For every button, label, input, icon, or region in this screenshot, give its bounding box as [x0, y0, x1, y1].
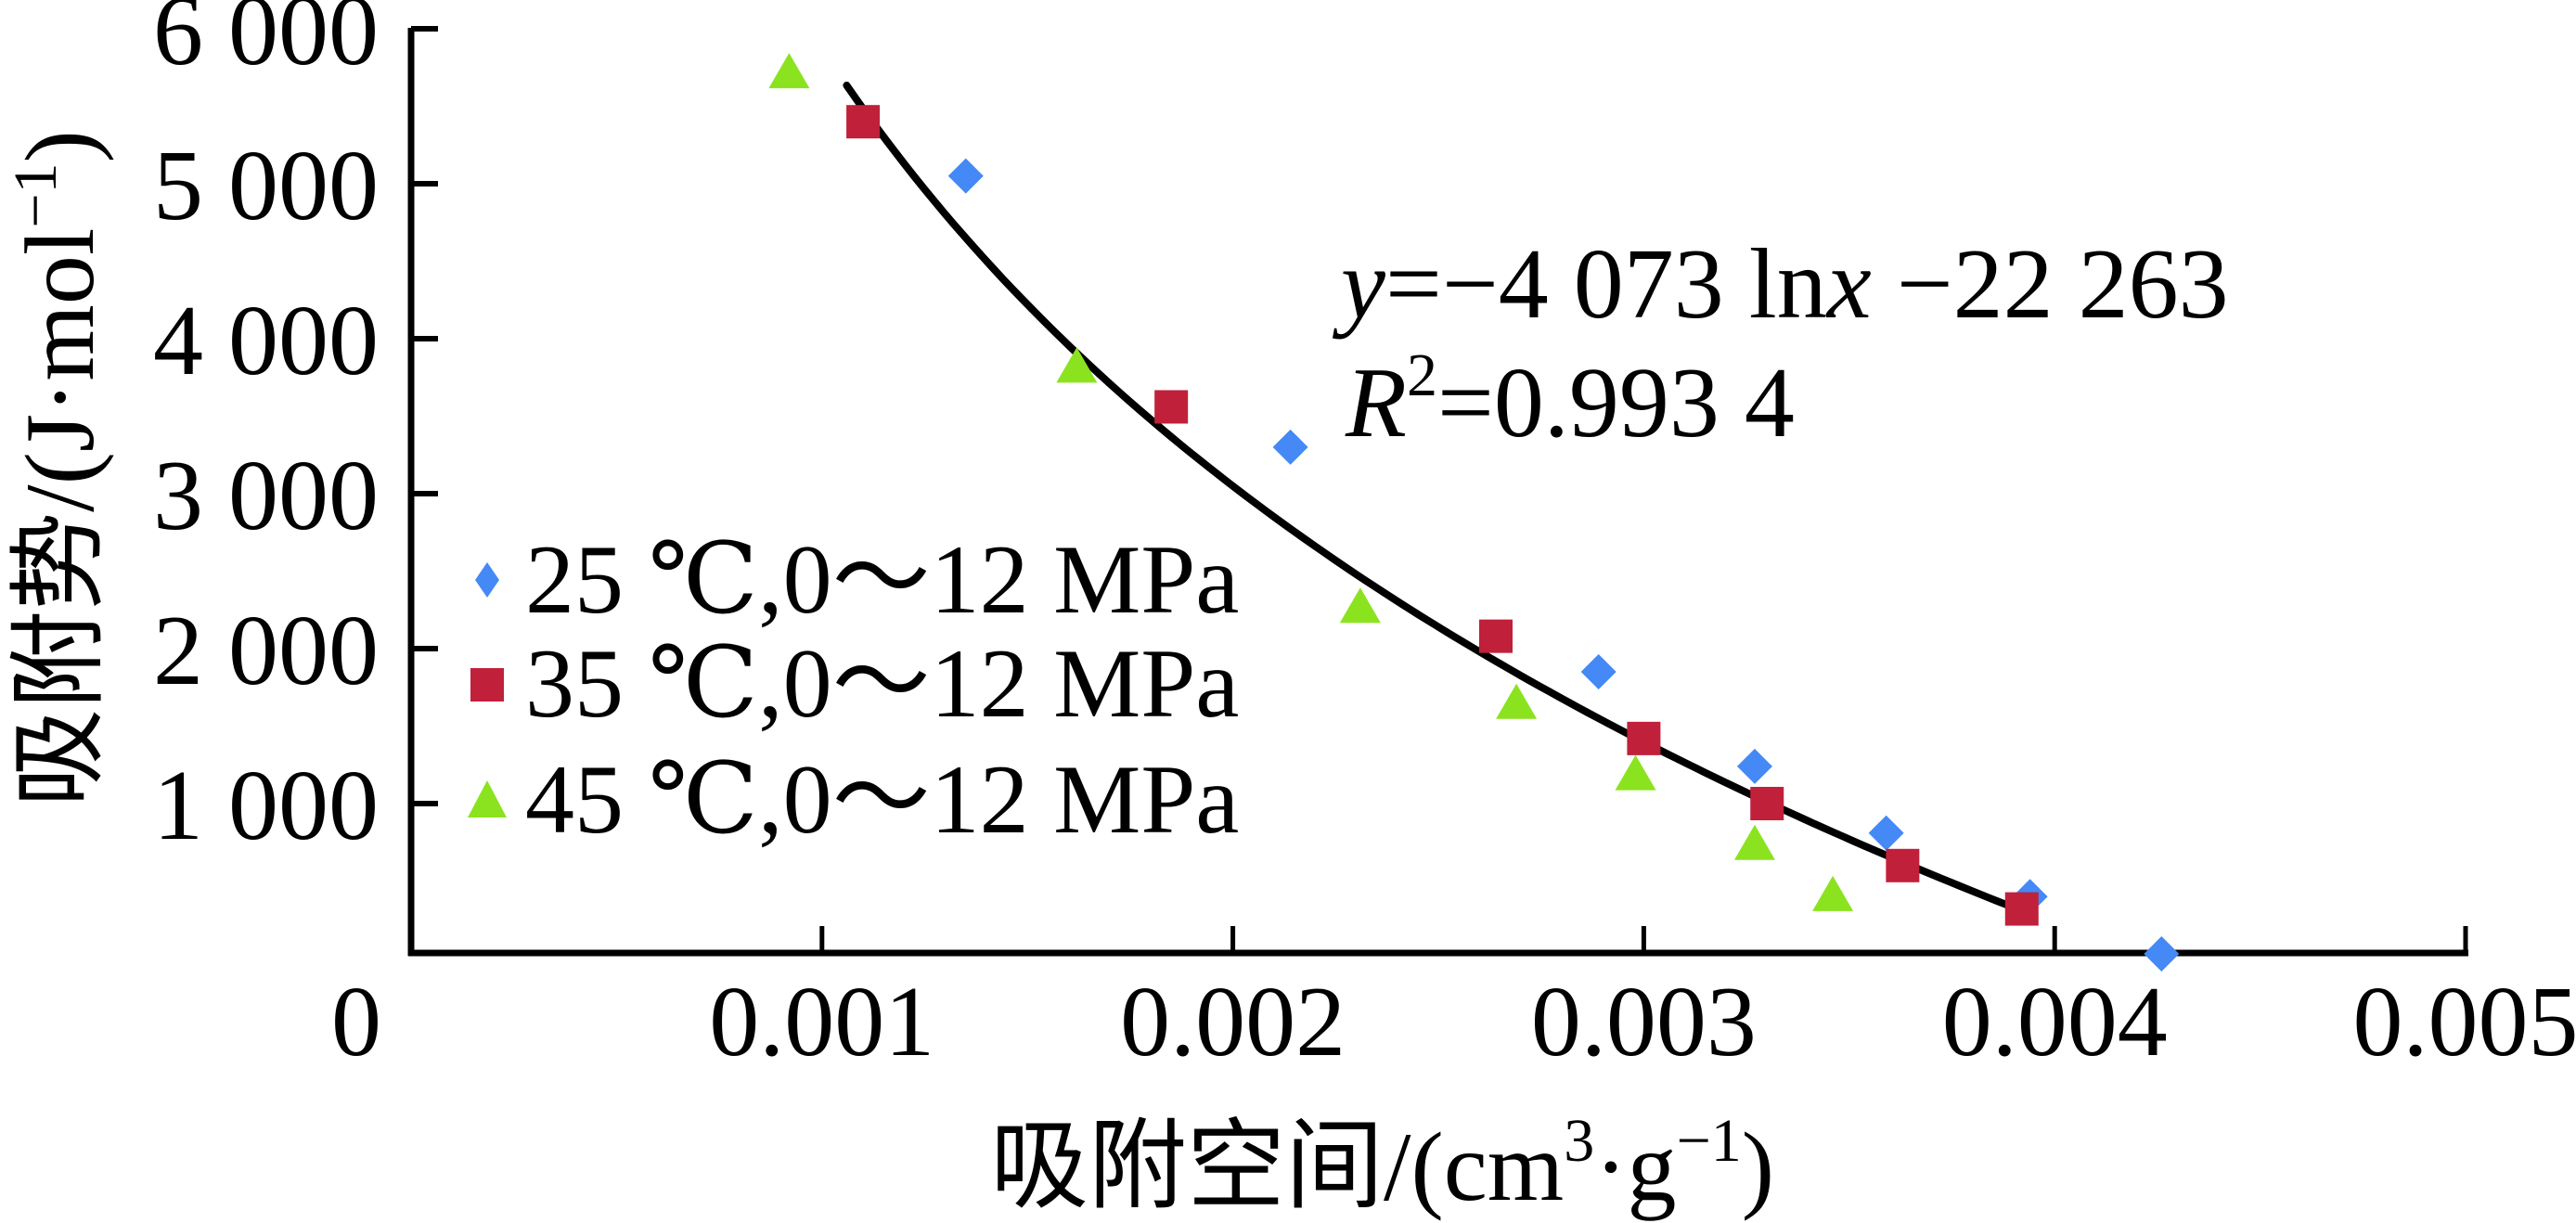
r2-value: =0.993 4 [1437, 348, 1795, 458]
r2-sup: 2 [1407, 341, 1437, 409]
y-tick-label: 3 000 [153, 441, 379, 551]
legend-label-35c-rest: 12 MPa [931, 629, 1240, 738]
data-point-triangle [1812, 875, 1854, 911]
legend-label-25c: 25 ℃,0～12 MPa [525, 525, 1239, 634]
legend-label-25c-rest: 12 MPa [931, 525, 1240, 634]
triangle-icon [468, 780, 507, 817]
data-point-square [1750, 787, 1784, 820]
data-points [768, 53, 2180, 972]
equation-body: =−4 073 ln [1385, 229, 1827, 340]
legend-label-45c-tilde: ～ [832, 745, 931, 854]
y-ticks: 1 000 2 000 3 000 4 000 5 000 6 000 [153, 0, 438, 861]
trendline-r2: R2=0.993 4 [1345, 341, 1795, 458]
r2-R: R [1345, 348, 1407, 458]
x-axis-title-end: ) [1742, 1113, 1774, 1221]
legend-label-35c-tilde: ～ [832, 629, 931, 738]
x-ticks: 0 0.001 0.002 0.003 0.004 0.005 [331, 926, 2576, 1077]
legend-label-45c: 45 ℃,0～12 MPa [525, 745, 1239, 854]
trendline-group [843, 82, 2022, 913]
trendline-curve [843, 82, 2022, 913]
y-axis-title-end: ) [6, 130, 114, 162]
data-point-diamond [947, 158, 984, 194]
square-icon [470, 668, 504, 702]
x-tick-label: 0.005 [2353, 967, 2576, 1077]
equation-intercept: −22 263 [1872, 229, 2229, 340]
x-tick-label: 0 [331, 967, 381, 1077]
x-tick-label: 0.004 [1942, 967, 2168, 1077]
x-axis-title-sup2: −1 [1677, 1107, 1742, 1175]
legend-item-35c: 35 ℃,0～12 MPa [470, 629, 1239, 738]
data-point-square [1886, 848, 1920, 882]
x-axis-title-main: 吸附空间/(cm [990, 1113, 1564, 1221]
legend-label-45c-rest: 12 MPa [931, 745, 1240, 854]
legend-label-45c-temp: 45 ℃,0 [525, 745, 832, 854]
legend: 25 ℃,0～12 MPa 35 ℃,0～12 MPa 45 ℃,0～12 MP… [468, 525, 1239, 854]
legend-marker-diamond [475, 562, 499, 598]
legend-marker-square [470, 668, 504, 702]
y-tick-label: 2 000 [153, 596, 379, 706]
data-point-triangle [1615, 754, 1656, 791]
x-tick-label: 0.003 [1531, 967, 1757, 1077]
legend-label-25c-tilde: ～ [832, 525, 931, 634]
x-axis-title: 吸附空间/(cm3·g−1) [990, 1107, 1774, 1221]
diamond-icon [475, 562, 499, 598]
data-point-square [1478, 619, 1513, 653]
data-point-square [846, 105, 881, 139]
x-axis-title-mid: ·g [1594, 1113, 1676, 1221]
data-point-diamond [1272, 429, 1308, 465]
data-point-triangle [1339, 587, 1381, 624]
data-point-square [1627, 721, 1661, 755]
y-axis-title-sup: −1 [2, 162, 70, 227]
trendline-equation: y=−4 073 lnx −22 263 [1332, 229, 2229, 340]
legend-item-45c: 45 ℃,0～12 MPa [468, 745, 1239, 854]
data-point-diamond [1580, 654, 1616, 690]
x-axis-title-sup1: 3 [1564, 1107, 1594, 1175]
y-tick-label: 6 000 [153, 0, 379, 86]
y-tick-label: 4 000 [153, 286, 379, 396]
legend-label-25c-temp: 25 ℃,0 [525, 525, 832, 634]
legend-label-35c: 35 ℃,0～12 MPa [525, 629, 1239, 738]
data-point-triangle [768, 53, 810, 89]
data-point-triangle [1496, 683, 1538, 719]
data-point-square [2004, 892, 2039, 926]
x-tick-label: 0.001 [709, 967, 934, 1077]
data-point-diamond [1868, 815, 1904, 851]
data-point-diamond [1736, 748, 1772, 784]
legend-label-35c-temp: 35 ℃,0 [525, 629, 832, 738]
legend-marker-triangle [468, 780, 507, 817]
legend-item-25c: 25 ℃,0～12 MPa [475, 525, 1239, 634]
y-tick-label: 1 000 [153, 751, 379, 861]
x-tick-label: 0.002 [1120, 967, 1346, 1077]
y-axis-title: 吸附势/(J·mol−1) [2, 130, 114, 807]
data-point-diamond [2144, 935, 2180, 972]
y-axis-title-main: 吸附势/(J·mol [6, 228, 114, 807]
data-point-square [1154, 390, 1189, 424]
equation-y: y [1332, 229, 1385, 340]
y-tick-label: 5 000 [153, 131, 379, 241]
data-point-triangle [1056, 347, 1098, 383]
equation-x: x [1825, 229, 1872, 340]
data-point-triangle [1733, 824, 1775, 860]
